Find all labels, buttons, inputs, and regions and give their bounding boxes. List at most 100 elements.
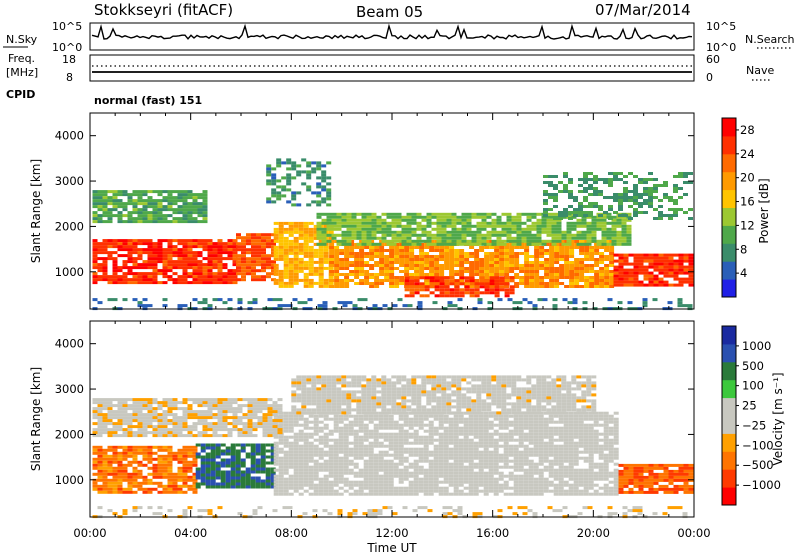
velocity-cell xyxy=(408,474,414,478)
power-cell xyxy=(687,304,693,308)
power-cell xyxy=(491,233,497,237)
velocity-cell xyxy=(433,462,439,466)
power-cell xyxy=(511,239,517,243)
power-cell xyxy=(414,258,420,261)
velocity-cell xyxy=(498,483,504,487)
power-cell xyxy=(147,199,153,203)
velocity-cell xyxy=(553,450,559,454)
power-cell xyxy=(608,181,613,184)
power-cell xyxy=(569,249,575,252)
power-cell xyxy=(147,275,153,279)
velocity-cell xyxy=(503,465,509,469)
power-cell xyxy=(673,268,679,272)
power-cell xyxy=(589,285,595,288)
power-cell xyxy=(563,184,568,187)
power-cell xyxy=(137,281,143,285)
power-cell xyxy=(366,227,372,231)
power-cell xyxy=(509,291,515,295)
velocity-cell xyxy=(353,483,359,487)
velocity-cell xyxy=(328,480,334,484)
power-cell xyxy=(553,193,558,196)
velocity-cell xyxy=(137,469,143,473)
power-cell xyxy=(688,265,694,269)
velocity-cell xyxy=(107,463,113,467)
power-cell xyxy=(526,230,532,234)
velocity-cell xyxy=(473,462,479,466)
velocity-cell xyxy=(333,465,339,469)
velocity-cell xyxy=(558,447,564,451)
power-cell xyxy=(283,242,289,246)
power-cell xyxy=(404,285,410,289)
power-cell xyxy=(409,285,415,289)
power-cell xyxy=(434,249,440,252)
velocity-cell xyxy=(97,469,103,473)
velocity-cell xyxy=(443,444,449,448)
velocity-cell xyxy=(230,473,236,477)
power-cell xyxy=(534,255,540,258)
power-cell xyxy=(558,214,563,217)
velocity-cell xyxy=(338,480,344,484)
power-cell xyxy=(137,214,143,218)
power-cell xyxy=(653,196,658,199)
velocity-cell xyxy=(453,429,459,433)
velocity-cell xyxy=(283,468,289,472)
power-cell xyxy=(569,261,575,264)
power-cell xyxy=(524,261,530,264)
power-cell xyxy=(658,280,664,284)
power-cell xyxy=(628,172,633,175)
velocity-cell xyxy=(348,468,354,472)
velocity-cell xyxy=(528,462,534,466)
power-cell xyxy=(177,242,183,246)
power-cell xyxy=(623,253,629,257)
velocity-cell xyxy=(250,452,256,456)
power-cell xyxy=(107,196,113,200)
power-cell xyxy=(142,214,148,218)
power-cell xyxy=(529,276,535,279)
velocity-cell xyxy=(478,444,484,448)
power-cell xyxy=(593,175,598,178)
power-colorbar-swatch xyxy=(722,243,736,262)
power-cell xyxy=(313,269,319,273)
velocity-cell xyxy=(513,414,519,418)
velocity-cell xyxy=(513,462,519,466)
power-cell xyxy=(127,281,133,285)
power-cell xyxy=(573,199,578,202)
power-cell xyxy=(323,284,329,288)
power-cell xyxy=(678,175,683,178)
power-cell xyxy=(177,281,183,285)
power-cell xyxy=(613,253,619,257)
velocity-cell xyxy=(418,480,424,484)
power-cell xyxy=(499,267,505,270)
power-cell xyxy=(514,267,520,270)
velocity-cell xyxy=(528,453,534,457)
velocity-cell xyxy=(235,479,241,483)
power-cell xyxy=(288,227,294,231)
power-y-tick-label: 2000 xyxy=(55,219,84,233)
power-cell xyxy=(316,167,322,171)
velocity-cell xyxy=(538,468,544,472)
power-cell xyxy=(379,264,385,267)
power-cell xyxy=(626,239,632,243)
velocity-cell xyxy=(195,473,201,477)
velocity-cell xyxy=(428,429,434,433)
power-cell xyxy=(202,298,208,302)
velocity-cell xyxy=(358,480,364,484)
power-cell xyxy=(256,251,261,255)
power-cell xyxy=(162,263,168,267)
power-cell xyxy=(673,274,679,278)
power-cell xyxy=(559,249,565,252)
power-cell xyxy=(519,246,525,249)
power-cell xyxy=(571,236,577,240)
power-cell xyxy=(648,265,654,269)
power-cell xyxy=(549,249,555,252)
power-cell xyxy=(461,212,467,216)
power-cell xyxy=(137,266,143,270)
power-cell xyxy=(627,301,633,305)
velocity-cell xyxy=(468,423,474,427)
power-cell xyxy=(227,278,233,282)
velocity-cell xyxy=(538,489,544,493)
power-cell xyxy=(409,252,415,255)
velocity-cell xyxy=(225,476,231,480)
power-cell xyxy=(167,208,173,212)
power-cell xyxy=(251,239,256,243)
